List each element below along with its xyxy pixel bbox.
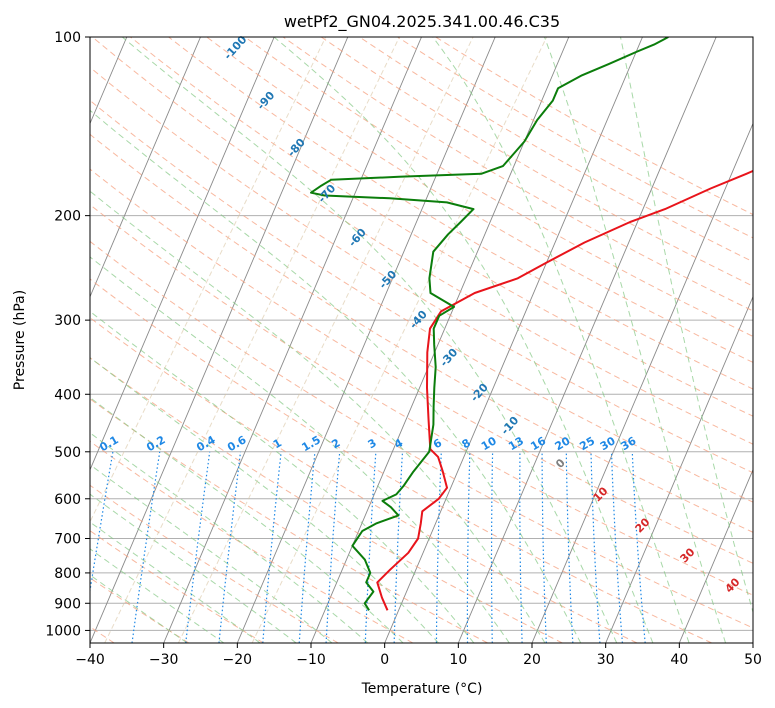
moist-adiabat (90, 464, 333, 643)
x-tick-label: −20 (223, 652, 253, 668)
dry-adiabat (90, 530, 264, 643)
x-tick-label: 40 (670, 652, 688, 668)
moist-adiabat (90, 574, 188, 643)
dry-adiabat (90, 240, 753, 629)
moist-adiabat (273, 37, 654, 643)
y-axis: 100 200 300 400 500 600 700 800 900 1000 (45, 30, 90, 639)
moist-adiabat (90, 256, 510, 643)
mixing-ratio-line (185, 451, 211, 643)
dry-adiabat (90, 99, 753, 503)
mixing-ratio-line (131, 451, 161, 643)
saturation-curve (104, 37, 400, 643)
y-tick-label: 800 (54, 566, 81, 582)
dry-adiabat (244, 37, 753, 337)
x-tick-label: 30 (597, 652, 615, 668)
moist-adiabat (90, 357, 439, 643)
x-tick-label: 0 (380, 652, 389, 668)
isotherm (605, 295, 753, 643)
mixing-ratio-line (364, 451, 377, 643)
saturation-curve (177, 37, 474, 643)
x-tick-label: 50 (744, 652, 762, 668)
x-axis: −40 −30 −20 −10 0 10 20 30 40 50 (75, 643, 762, 668)
moist-adiabat (121, 37, 618, 643)
chart-title: wetPf2_GN04.2025.341.00.46.C35 (284, 12, 560, 32)
y-axis-label: Pressure (hPa) (12, 290, 28, 390)
isotherm (163, 37, 422, 643)
plot-frame (89, 36, 754, 644)
mixing-ratio-line (298, 451, 316, 643)
y-tick-label: 900 (54, 596, 81, 612)
dry-adiabat (130, 37, 753, 417)
x-tick-label: 10 (449, 652, 467, 668)
mixing-ratio-line (610, 451, 623, 643)
isotherm (90, 37, 201, 298)
isotherm (384, 37, 643, 643)
temperature-line (376, 169, 753, 611)
dry-adiabat (90, 133, 753, 533)
dry-adiabat (168, 37, 753, 390)
moist-adiabat (544, 37, 727, 643)
moist-adiabat (90, 396, 404, 643)
isotherm (90, 37, 349, 643)
moist-adiabat (90, 310, 475, 643)
y-tick-label: 300 (54, 313, 81, 329)
isotherm (236, 37, 496, 643)
y-tick-label: 700 (54, 532, 81, 548)
x-tick-label: −30 (149, 652, 179, 668)
moist-adiabat (90, 521, 261, 643)
mixing-ratio-line (590, 451, 601, 643)
x-tick-label: 20 (523, 652, 541, 668)
dry-adiabat (90, 278, 712, 643)
mixing-ratio-line (218, 451, 242, 643)
dry-adiabat (90, 204, 753, 596)
y-tick-label: 500 (54, 445, 81, 461)
dry-adiabat (90, 357, 563, 643)
dry-adiabat (91, 37, 753, 445)
mixing-ratio-line (631, 451, 646, 643)
mixing-ratio-line (262, 451, 282, 643)
y-tick-label: 1000 (45, 623, 81, 639)
isotherm (678, 468, 753, 643)
y-tick-label: 600 (54, 492, 81, 508)
series-lines (310, 37, 753, 611)
isotherm (457, 37, 717, 643)
moist-adiabat (90, 548, 225, 643)
moist-adiabat (90, 432, 369, 643)
mixing-ratio-line (325, 451, 341, 643)
dry-adiabat (90, 317, 638, 643)
dry-adiabat (90, 484, 339, 643)
moist-adiabat (620, 37, 753, 614)
x-tick-label: −40 (75, 652, 105, 668)
y-tick-label: 200 (54, 209, 81, 225)
moist-adiabat (432, 37, 690, 643)
dewpoint-line (310, 37, 669, 611)
moist-adiabat (90, 493, 297, 643)
x-axis-label: Temperature (°C) (361, 681, 483, 697)
saturation-curve (251, 37, 548, 643)
y-tick-label: 100 (54, 30, 81, 46)
dry-adiabat (282, 37, 753, 312)
x-tick-label: −10 (296, 652, 326, 668)
dry-adiabat (90, 398, 488, 643)
y-tick-label: 400 (54, 387, 81, 403)
isotherm (90, 37, 275, 471)
dry-adiabat (90, 168, 753, 564)
isotherm (531, 122, 753, 643)
